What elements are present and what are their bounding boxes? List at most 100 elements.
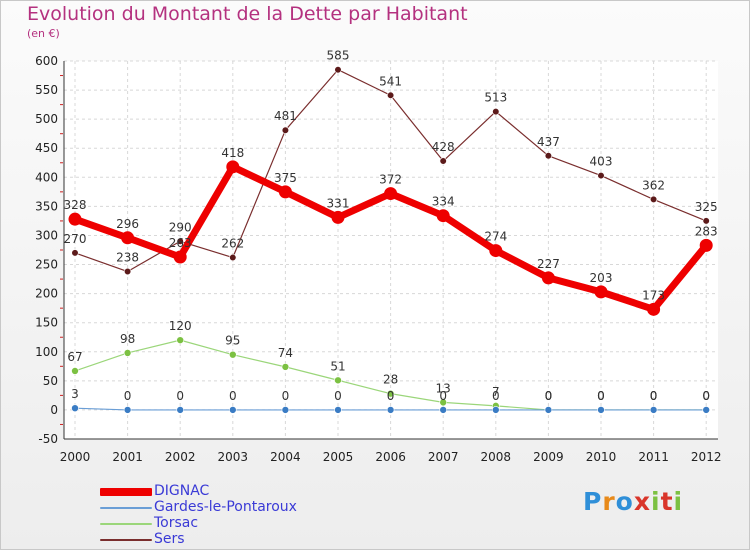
x-tick-label: 2006 xyxy=(375,450,406,464)
y-tick-label: 450 xyxy=(35,141,58,155)
data-label-sers: 270 xyxy=(64,232,87,246)
data-point-gardes-le-pontaroux xyxy=(229,406,237,414)
data-point-gardes-le-pontaroux xyxy=(597,406,605,414)
data-label-torsac: 13 xyxy=(436,381,451,395)
x-tick-label: 2004 xyxy=(270,450,301,464)
legend-label-dignac: DIGNAC xyxy=(154,483,210,499)
data-point-sers xyxy=(649,195,658,204)
y-tick-label: 600 xyxy=(35,54,58,68)
data-label-sers: 362 xyxy=(642,178,665,192)
data-point-gardes-le-pontaroux xyxy=(649,406,658,414)
data-point-dignac xyxy=(384,187,398,201)
data-label-gardes-le-pontaroux: 0 xyxy=(124,389,132,403)
data-label-gardes-le-pontaroux: 3 xyxy=(71,387,79,401)
data-point-dignac xyxy=(594,285,608,299)
x-tick-label: 2009 xyxy=(533,450,564,464)
y-tick-label: 400 xyxy=(35,170,58,184)
legend-label-sers: Sers xyxy=(154,531,185,547)
x-tick-label: 2012 xyxy=(691,450,722,464)
x-tick-label: 2003 xyxy=(218,450,249,464)
data-point-sers xyxy=(176,237,184,245)
y-tick-label: 100 xyxy=(35,345,58,359)
data-point-gardes-le-pontaroux xyxy=(334,406,342,414)
data-label-torsac: 7 xyxy=(492,385,500,399)
data-label-gardes-le-pontaroux: 0 xyxy=(702,389,710,403)
x-tick-label: 2002 xyxy=(165,450,196,464)
data-point-dignac xyxy=(436,209,450,223)
y-tick-label: 300 xyxy=(35,228,58,242)
data-label-gardes-le-pontaroux: 0 xyxy=(492,389,500,403)
data-point-gardes-le-pontaroux xyxy=(439,406,448,414)
data-point-sers xyxy=(439,157,447,165)
data-point-gardes-le-pontaroux xyxy=(71,404,79,412)
legend-swatch-dignac xyxy=(100,488,152,496)
data-label-torsac: 67 xyxy=(67,350,82,364)
x-tick-label: 2001 xyxy=(112,450,143,464)
data-label-dignac: 334 xyxy=(432,195,455,209)
chart-title: Evolution du Montant de la Dette par Hab… xyxy=(27,3,468,25)
y-tick-label: 550 xyxy=(35,83,58,97)
data-label-torsac: 0 xyxy=(650,389,658,403)
y-tick-label: 250 xyxy=(35,258,58,272)
data-point-gardes-le-pontaroux xyxy=(544,406,553,414)
data-point-torsac xyxy=(123,349,132,357)
data-point-dignac xyxy=(489,244,503,258)
data-label-dignac: 173 xyxy=(642,288,665,302)
data-point-sers xyxy=(229,253,237,262)
data-label-torsac: 0 xyxy=(702,389,710,403)
data-label-torsac: 51 xyxy=(330,359,345,373)
proxiti-logo: Proxiti xyxy=(583,487,684,516)
data-label-dignac: 296 xyxy=(116,217,139,231)
data-point-dignac xyxy=(331,210,345,224)
data-label-torsac: 0 xyxy=(545,389,553,403)
data-label-sers: 290 xyxy=(169,220,192,234)
data-point-dignac xyxy=(278,185,292,199)
data-label-dignac: 372 xyxy=(379,173,402,187)
x-tick-label: 2010 xyxy=(586,450,617,464)
x-tick-label: 2005 xyxy=(323,450,354,464)
data-label-torsac: 0 xyxy=(597,389,605,403)
data-label-dignac: 283 xyxy=(695,224,718,238)
y-tick-label: 50 xyxy=(43,374,58,388)
data-point-dignac xyxy=(226,160,240,174)
data-label-torsac: 28 xyxy=(383,373,398,387)
data-point-dignac xyxy=(699,238,713,252)
data-point-torsac xyxy=(334,376,342,385)
x-tick-label: 2000 xyxy=(60,450,91,464)
legend-label-torsac: Torsac xyxy=(154,515,199,531)
data-label-sers: 428 xyxy=(432,140,455,154)
data-point-dignac xyxy=(647,302,661,316)
data-label-sers: 481 xyxy=(274,109,297,123)
data-point-sers xyxy=(123,267,132,276)
y-tick-label: -50 xyxy=(38,432,58,446)
y-tick-label: 150 xyxy=(35,316,58,330)
data-point-torsac xyxy=(386,389,395,398)
data-label-dignac: 227 xyxy=(537,257,560,271)
data-point-dignac xyxy=(121,231,135,245)
data-label-sers: 513 xyxy=(484,91,507,105)
data-label-dignac: 274 xyxy=(484,230,507,244)
data-label-gardes-le-pontaroux: 0 xyxy=(229,389,237,403)
data-label-sers: 437 xyxy=(537,135,560,149)
data-label-gardes-le-pontaroux: 0 xyxy=(439,389,447,403)
data-point-gardes-le-pontaroux xyxy=(702,406,711,414)
data-point-torsac xyxy=(439,398,448,407)
data-label-gardes-le-pontaroux: 0 xyxy=(334,389,342,403)
y-tick-label: 350 xyxy=(35,199,58,213)
x-tick-label: 2011 xyxy=(638,450,669,464)
data-label-torsac: 120 xyxy=(169,319,192,333)
data-label-dignac: 375 xyxy=(274,171,297,185)
legend-swatch-sers xyxy=(100,539,152,541)
data-label-dignac: 331 xyxy=(327,196,350,210)
data-label-dignac: 418 xyxy=(221,146,244,160)
data-point-gardes-le-pontaroux xyxy=(491,406,500,414)
data-label-torsac: 74 xyxy=(278,346,293,360)
data-point-sers xyxy=(544,152,553,160)
data-label-gardes-le-pontaroux: 0 xyxy=(650,389,658,403)
data-label-torsac: 95 xyxy=(225,334,240,348)
data-label-dignac: 263 xyxy=(169,236,192,250)
x-tick-label: 2007 xyxy=(428,450,459,464)
chart-subtitle: (en €) xyxy=(27,27,60,40)
data-point-torsac xyxy=(229,350,237,359)
